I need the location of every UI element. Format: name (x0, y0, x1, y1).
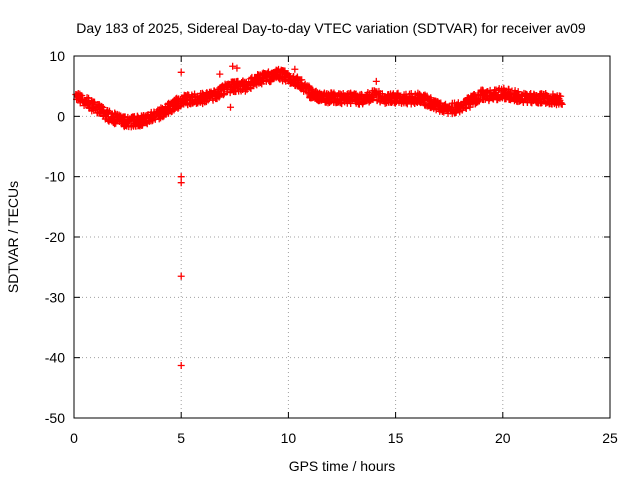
y-axis-ticks: -50 -40 -30 -20 -10 0 10 (45, 48, 610, 426)
outlier-point (372, 77, 380, 85)
chart-title: Day 183 of 2025, Sidereal Day-to-day VTE… (76, 20, 586, 36)
y-tick-label: -50 (45, 410, 65, 426)
data-point (557, 92, 565, 100)
y-tick-label: -10 (45, 169, 65, 185)
y-tick-label: 0 (57, 108, 65, 124)
x-tick-label: 0 (70, 430, 78, 446)
y-tick-label: -30 (45, 289, 65, 305)
data-point (220, 90, 228, 98)
y-tick-label: -20 (45, 229, 65, 245)
y-tick-label: -40 (45, 350, 65, 366)
data-points (72, 62, 566, 370)
outlier-point (177, 173, 185, 181)
outlier-point (233, 64, 241, 72)
data-point (462, 105, 470, 113)
outlier-point (291, 65, 299, 73)
outlier-point (177, 272, 185, 280)
y-axis-label: SDTVAR / TECUs (5, 181, 21, 293)
outlier-point (229, 62, 237, 70)
data-point (500, 84, 508, 92)
data-point (427, 94, 435, 102)
x-tick-label: 5 (177, 430, 185, 446)
x-tick-label: 20 (495, 430, 511, 446)
outlier-point (216, 70, 224, 78)
outlier-point (177, 179, 185, 187)
x-tick-label: 10 (281, 430, 297, 446)
x-tick-label: 25 (602, 430, 618, 446)
outlier-point (177, 362, 185, 370)
data-point (558, 100, 566, 108)
data-point (98, 102, 106, 110)
grid-lines (74, 56, 610, 418)
outlier-point (227, 103, 235, 111)
outlier-point (177, 68, 185, 76)
y-tick-label: 10 (49, 48, 65, 64)
data-point (407, 89, 415, 97)
x-axis-ticks: 0 5 10 15 20 25 (70, 56, 618, 446)
data-point (210, 87, 218, 95)
data-point (475, 97, 483, 105)
x-tick-label: 15 (388, 430, 404, 446)
data-point (285, 72, 293, 80)
x-axis-label: GPS time / hours (289, 458, 396, 474)
